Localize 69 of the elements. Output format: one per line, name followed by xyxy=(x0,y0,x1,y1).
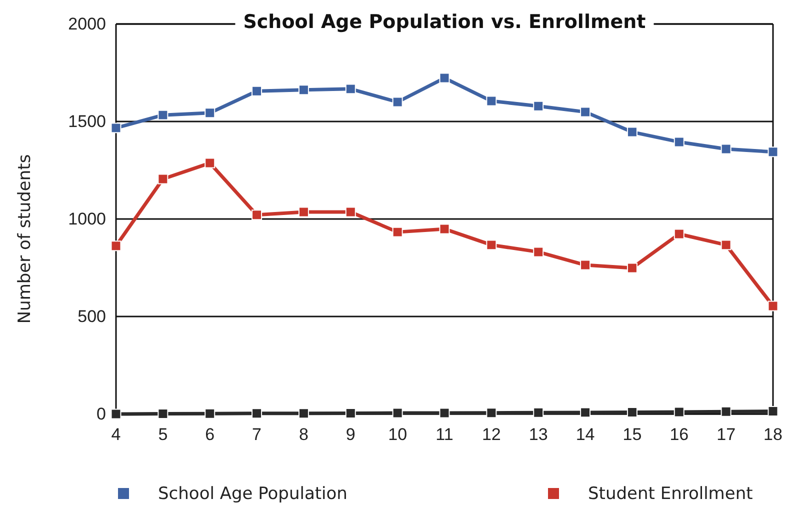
point xyxy=(768,146,778,158)
x-tick-label: 13 xyxy=(528,425,548,444)
point xyxy=(252,408,262,419)
point xyxy=(580,106,591,118)
point xyxy=(674,136,684,148)
point xyxy=(720,240,732,250)
point xyxy=(392,96,403,108)
point xyxy=(674,228,684,240)
x-tick-label: 14 xyxy=(576,425,595,444)
point xyxy=(486,240,497,250)
point xyxy=(158,110,168,120)
point xyxy=(533,407,544,418)
point xyxy=(158,408,168,420)
x-tick-label: 15 xyxy=(622,425,642,444)
point xyxy=(626,262,638,274)
point xyxy=(298,408,309,419)
x-tick-label: 4 xyxy=(111,425,121,444)
point xyxy=(110,122,122,134)
y-tick-label: 2000 xyxy=(68,14,106,34)
point xyxy=(298,84,309,96)
point xyxy=(392,226,403,238)
point xyxy=(439,224,450,234)
point xyxy=(533,100,544,112)
x-tick-label: 9 xyxy=(346,425,356,444)
point xyxy=(720,406,732,417)
point xyxy=(439,408,450,418)
x-tick-label: 10 xyxy=(388,425,408,444)
point xyxy=(204,108,216,118)
point xyxy=(720,144,732,154)
x-tick-label: 12 xyxy=(482,425,501,444)
x-tick-label: 17 xyxy=(716,425,736,444)
x-tick-label: 11 xyxy=(436,425,454,444)
y-tick-label: 0 xyxy=(96,404,106,424)
x-tick-label: 7 xyxy=(252,425,262,444)
point xyxy=(486,96,497,106)
x-tick-label: 16 xyxy=(670,425,689,444)
point xyxy=(768,300,778,312)
point xyxy=(110,408,122,420)
point xyxy=(486,408,497,418)
point xyxy=(204,408,216,419)
point xyxy=(298,206,309,218)
point xyxy=(158,174,168,184)
point xyxy=(439,72,450,84)
y-axis-title: Number of students xyxy=(15,154,35,324)
point xyxy=(674,406,684,418)
point xyxy=(252,86,262,96)
point xyxy=(580,260,591,270)
point xyxy=(626,126,638,138)
x-tick-label: 5 xyxy=(158,425,168,444)
y-tick-label: 1500 xyxy=(68,112,106,131)
point xyxy=(392,408,403,418)
x-tick-label: 18 xyxy=(764,425,782,444)
y-tick-label: 500 xyxy=(78,306,106,326)
point xyxy=(580,407,591,418)
y-tick-label: 1000 xyxy=(68,209,106,228)
point xyxy=(252,210,262,220)
point xyxy=(204,158,216,168)
point xyxy=(768,406,778,417)
legend-label: Student Enrollment xyxy=(588,484,754,504)
x-tick-label: 6 xyxy=(205,425,215,444)
chart-title: School Age Population vs. Enrollment xyxy=(243,11,646,33)
point xyxy=(345,408,356,418)
point xyxy=(533,246,544,258)
point xyxy=(626,407,638,418)
x-tick-label: 8 xyxy=(298,425,308,444)
legend-label: School Age Population xyxy=(158,484,348,504)
point xyxy=(345,206,356,218)
point xyxy=(110,240,122,252)
point xyxy=(345,84,356,94)
